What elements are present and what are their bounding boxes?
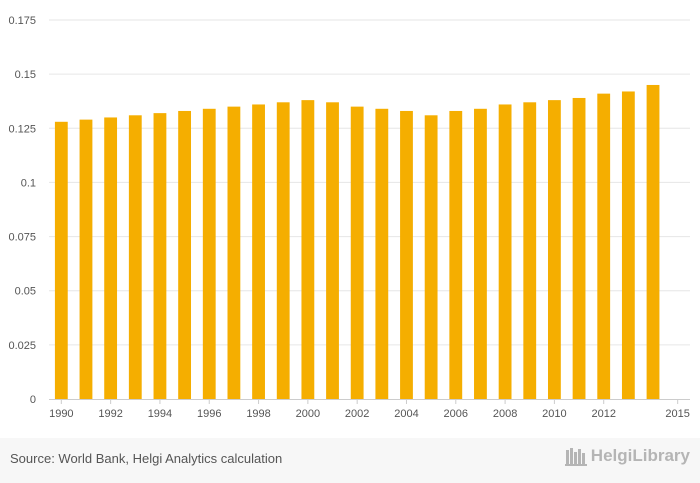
bar-2000[interactable] (301, 100, 315, 399)
y-tick-label: 0 (30, 394, 36, 406)
x-tick-label: 2006 (444, 408, 468, 420)
x-tick-label: 2004 (394, 408, 418, 420)
y-tick-label: 0.1 (21, 177, 36, 189)
axes: 0 0.025 0.05 0.075 0.1 0.125 0.15 0.175 1990 1992… (8, 15, 690, 420)
chart-footer: Source: World Bank, Helgi Analytics calc… (0, 438, 700, 483)
bar-2008[interactable] (498, 104, 512, 399)
x-tick-label: 1990 (49, 408, 73, 420)
bar-1990[interactable] (54, 121, 68, 399)
bar-2009[interactable] (523, 102, 537, 399)
bar-1998[interactable] (252, 104, 265, 399)
x-tick-label: 1994 (148, 408, 172, 420)
bar-1991[interactable] (79, 119, 93, 399)
bar-2006[interactable] (449, 110, 463, 400)
bar-2001[interactable] (326, 102, 339, 399)
source-note: Source: World Bank, Helgi Analytics calc… (10, 451, 283, 466)
bar-2004[interactable] (400, 110, 413, 400)
bar-2003[interactable] (375, 108, 389, 400)
bars (54, 84, 660, 400)
bar-2007[interactable] (474, 108, 487, 400)
bar-1997[interactable] (227, 106, 241, 399)
x-tick-label: 2010 (542, 408, 566, 420)
y-tick-label: 0.075 (8, 232, 36, 244)
x-tick-label: 1996 (197, 408, 221, 420)
y-tick-label: 0.125 (8, 123, 36, 135)
bar-2010[interactable] (547, 100, 561, 399)
y-tick-label: 0.175 (8, 15, 36, 27)
gridlines (49, 19, 690, 346)
bar-1999[interactable] (276, 102, 290, 399)
x-tick-label: 2015 (665, 408, 689, 420)
brand-name: HelgiLibrary (590, 446, 690, 465)
bar-1994[interactable] (153, 113, 167, 399)
brand-logo[interactable]: HelgiLibrary (564, 446, 690, 466)
x-tick-label: 1992 (98, 408, 122, 420)
x-tick-label: 2012 (591, 408, 615, 420)
bar-2011[interactable] (572, 97, 586, 400)
x-tick-label: 1998 (246, 408, 270, 420)
x-tick-label: 2000 (296, 408, 320, 420)
y-tick-label: 0.15 (15, 69, 36, 81)
bar-1992[interactable] (104, 117, 118, 399)
y-tick-label: 0.025 (8, 340, 36, 352)
x-tick-label: 2002 (345, 408, 369, 420)
bar-1993[interactable] (128, 115, 142, 399)
bar-chart: 0 0.025 0.05 0.075 0.1 0.125 0.15 0.175 1990 1992… (8, 15, 690, 420)
bar-2013[interactable] (621, 91, 635, 400)
bar-2012[interactable] (597, 93, 611, 400)
bar-2005[interactable] (424, 115, 438, 399)
bar-2002[interactable] (350, 106, 364, 399)
x-tick-label: 2008 (493, 408, 517, 420)
bar-2014[interactable] (646, 84, 660, 399)
y-tick-label: 0.05 (15, 286, 36, 298)
bar-1996[interactable] (202, 108, 216, 400)
library-icon (564, 448, 587, 466)
bar-1995[interactable] (178, 110, 192, 400)
